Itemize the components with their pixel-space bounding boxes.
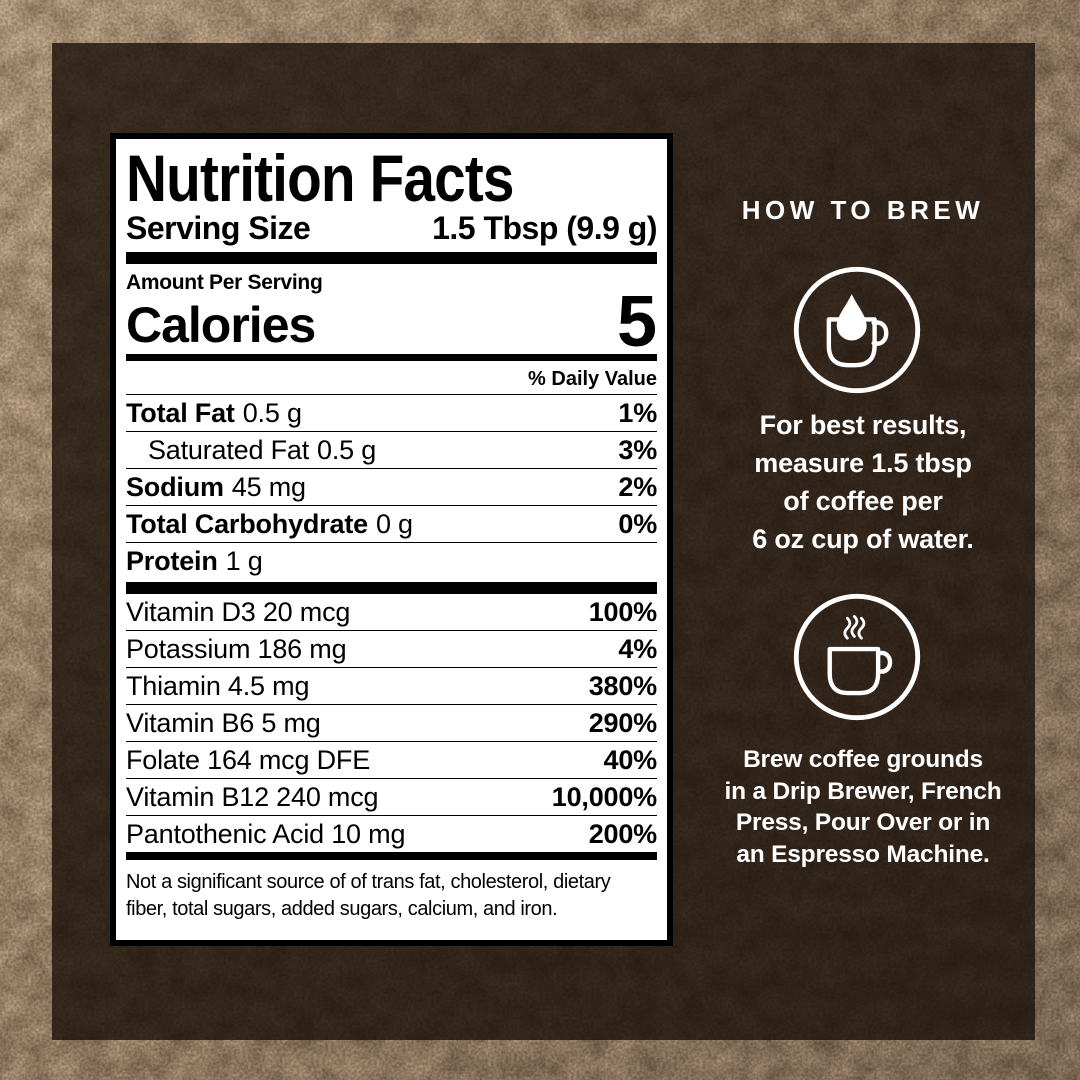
brew-step-1-text: For best results, measure 1.5 tbsp of co… [682, 406, 1044, 558]
medium-divider [126, 354, 657, 361]
text-line: 6 oz cup of water. [752, 524, 974, 554]
nutrient-name: Protein 1 g [126, 546, 263, 576]
text-line: Press, Pour Over or in [735, 809, 991, 836]
vitamin-daily-value: 380% [588, 671, 657, 701]
vitamin-name: Vitamin B6 5 mg [126, 708, 321, 738]
vitamin-row-thiamin: Thiamin 4.5 mg 380% [126, 668, 657, 705]
vitamin-name: Folate 164 mcg DFE [126, 745, 371, 775]
vitamin-name: Thiamin 4.5 mg [126, 671, 310, 701]
calories-row: Calories 5 [126, 282, 657, 362]
vitamin-daily-value: 100% [588, 597, 657, 627]
amount-per-serving-label: Amount Per Serving [126, 271, 323, 294]
vitamin-daily-value: 200% [588, 819, 657, 849]
text-line: Brew coffee grounds [743, 746, 983, 773]
how-to-brew-panel: HOW TO BREW For best results, measure 1.… [692, 0, 1034, 1080]
vitamin-row-d3: Vitamin D3 20 mcg 100% [126, 594, 657, 631]
vitamin-daily-value: 10,000% [551, 782, 657, 812]
vitamin-daily-value: 4% [618, 634, 657, 664]
vitamin-daily-value: 40% [603, 745, 658, 775]
vitamin-name: Potassium 186 mg [126, 634, 347, 664]
thick-divider [126, 852, 657, 860]
nutrient-name: Saturated Fat 0.5 g [148, 435, 377, 465]
serving-size-value: 1.5 Tbsp (9.9 g) [432, 210, 657, 246]
label-footnote: Not a significant source of of trans fat… [126, 869, 657, 923]
vitamin-name: Vitamin B12 240 mcg [126, 782, 379, 812]
vitamin-daily-value: 290% [588, 708, 657, 738]
nutrient-row-protein: Protein 1 g [126, 543, 657, 579]
how-to-brew-heading: HOW TO BREW [741, 195, 985, 225]
steaming-cup-icon [793, 593, 921, 721]
thick-divider [126, 252, 657, 264]
nutrient-name: Total Fat 0.5 g [126, 398, 302, 428]
vitamin-row-potassium: Potassium 186 mg 4% [126, 631, 657, 668]
serving-size-row: Serving Size 1.5 Tbsp (9.9 g) [126, 209, 657, 247]
text-line: in a Drip Brewer, French [724, 777, 1002, 805]
nutrient-name: Sodium 45 mg [126, 472, 306, 502]
nutrient-daily-value: 3% [618, 435, 657, 465]
nutrition-facts-label: Nutrition Facts Serving Size 1.5 Tbsp (9… [110, 133, 673, 946]
vitamin-row-b6: Vitamin B6 5 mg 290% [126, 705, 657, 742]
vitamin-name: Vitamin D3 20 mcg [126, 597, 351, 627]
nutrient-daily-value: 1% [618, 398, 657, 428]
nutrition-facts-title: Nutrition Facts [126, 141, 514, 215]
nutrient-row-saturated-fat: Saturated Fat 0.5 g 3% [126, 432, 657, 469]
vitamin-row-pantothenic-acid: Pantothenic Acid 10 mg 200% [126, 816, 657, 852]
nutrient-daily-value: 2% [618, 472, 657, 502]
serving-size-label: Serving Size [126, 210, 311, 246]
text-line: For best results, [759, 410, 967, 440]
brew-step-2-text: Brew coffee grounds in a Drip Brewer, Fr… [682, 744, 1044, 870]
calories-value: 5 [616, 282, 657, 362]
nutrient-row-sodium: Sodium 45 mg 2% [126, 469, 657, 506]
text-line: an Espresso Machine. [736, 840, 990, 868]
vitamin-name: Pantothenic Acid 10 mg [126, 819, 406, 849]
daily-value-header: % Daily Value [126, 361, 657, 395]
vitamin-row-b12: Vitamin B12 240 mcg 10,000% [126, 779, 657, 816]
text-line: Not a significant source of of trans fat… [126, 871, 611, 893]
nutrient-name: Total Carbohydrate 0 g [126, 509, 413, 539]
calories-label: Calories [126, 297, 316, 353]
nutrient-row-total-carbohydrate: Total Carbohydrate 0 g 0% [126, 506, 657, 543]
nutrient-daily-value: 0% [618, 509, 657, 539]
text-line: fiber, total sugars, added sugars, calci… [126, 898, 558, 920]
text-line: measure 1.5 tbsp [754, 448, 972, 478]
nutrient-row-total-fat: Total Fat 0.5 g 1% [126, 395, 657, 432]
thick-divider [126, 582, 657, 594]
vitamin-row-folate: Folate 164 mcg DFE 40% [126, 742, 657, 779]
text-line: of coffee per [783, 486, 943, 516]
droplet-in-cup-icon [793, 266, 921, 394]
